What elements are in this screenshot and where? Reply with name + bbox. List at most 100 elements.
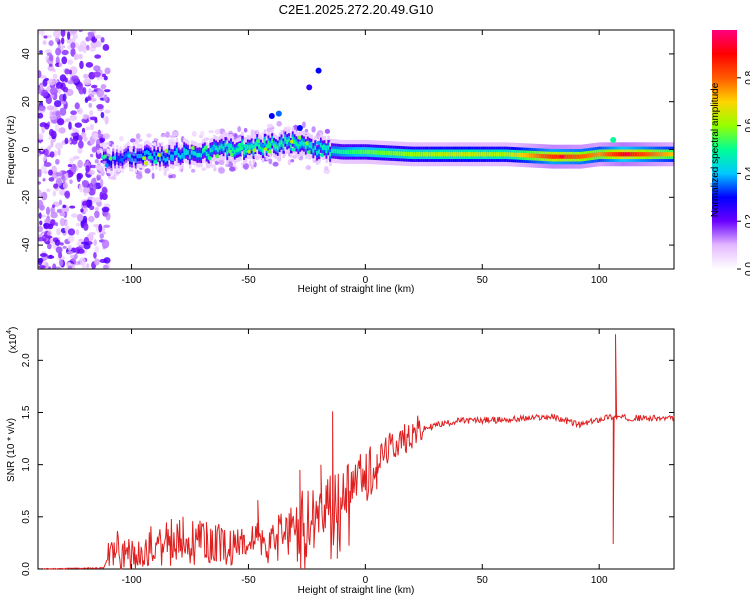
spectrogram-cell	[55, 246, 63, 254]
spectrogram-cell	[71, 75, 80, 84]
spectrogram-cell	[222, 146, 225, 151]
spectrogram-cell	[291, 136, 295, 142]
spectrogram-cell	[404, 151, 407, 157]
spectrogram-cell	[158, 156, 162, 162]
spectrogram-cell	[192, 151, 196, 156]
spectrogram-cell	[127, 151, 130, 156]
spectrogram-cell	[480, 152, 484, 157]
spectrogram-cell	[135, 133, 141, 140]
spectrogram-cell	[233, 149, 237, 155]
spectrogram-cell	[303, 141, 306, 147]
spectrogram-cell	[413, 152, 416, 157]
spectrogram-cell	[78, 238, 84, 243]
colorbar-tick-label: 0.2	[744, 214, 750, 228]
spectrogram-cell	[201, 167, 207, 171]
snr-panel: -100 -50 0 50 100 0.0 0.5 1.0 1.5 2.0 Height of …	[6, 327, 675, 596]
spectrogram-cell	[138, 138, 143, 142]
spectrogram-cell	[460, 152, 463, 157]
spectrogram-cell	[56, 228, 61, 236]
colorbar-gradient	[712, 30, 737, 269]
spectrogram-cell	[596, 152, 600, 157]
spectrogram-cell	[52, 73, 58, 80]
spectrogram-cell	[329, 152, 332, 157]
spectrogram-cell	[228, 146, 231, 151]
spectrogram-cell	[53, 183, 59, 189]
spectrogram-cell	[160, 134, 166, 138]
spectrogram-cell	[147, 151, 151, 156]
spectrogram-cell	[190, 168, 196, 173]
spectrogram-cell	[662, 152, 665, 157]
spectrogram-cell	[91, 146, 98, 153]
spectrogram-cell	[591, 153, 594, 158]
spectrogram-cell	[589, 153, 592, 158]
spectrogram-cell	[531, 153, 534, 158]
spectrogram-cell	[205, 151, 209, 157]
spectrogram-cell	[660, 152, 663, 157]
spectrogram-cell	[96, 174, 102, 181]
spectrogram-cell	[288, 138, 291, 143]
spectrogram-cell	[324, 166, 329, 171]
spectrogram-cell	[101, 239, 110, 249]
spectrogram-cell	[578, 154, 581, 159]
spectrogram-cell	[47, 231, 51, 236]
snr-multiplier: (x104)	[6, 327, 19, 354]
spectrogram-y-tick-label: 0	[21, 146, 32, 152]
spectrogram-cell	[305, 165, 312, 171]
spectrogram-cell	[216, 147, 220, 152]
spectrogram-cell	[61, 100, 67, 105]
spectrogram-cell	[75, 222, 80, 227]
spectrogram-heatmap	[38, 30, 674, 269]
spectrogram-cell	[42, 40, 47, 45]
spectrogram-cell	[102, 264, 109, 269]
spectrogram-cell	[324, 128, 331, 134]
spectrogram-cell	[49, 86, 58, 96]
spectrogram-cell	[209, 148, 212, 153]
spectrogram-cell	[579, 154, 583, 159]
spectrogram-cell	[147, 155, 153, 160]
spectrogram-cell	[448, 152, 452, 157]
spectrogram-cell	[254, 144, 257, 149]
spectrogram-cell	[304, 141, 310, 146]
spectrogram-cell	[48, 128, 55, 137]
snr-multiplier-exp: 4	[6, 330, 13, 334]
spectrogram-cell	[41, 89, 49, 97]
spectrogram-cell	[405, 151, 409, 157]
spectrogram-cell	[42, 156, 47, 162]
spectrogram-cell	[89, 116, 98, 121]
spectrogram-cell	[50, 138, 54, 148]
spectrogram-cell	[359, 149, 362, 155]
spectrogram-cell	[203, 145, 209, 150]
spectrogram-cell	[78, 85, 85, 95]
spectrogram-cell	[495, 152, 499, 157]
spectrogram-x-tick-label: 0	[363, 275, 369, 286]
spectrogram-cell	[332, 148, 336, 154]
spectrogram-cell	[135, 173, 143, 180]
spectrogram-cell	[101, 206, 110, 213]
spectrogram-cell	[79, 183, 83, 193]
spectrogram-cell	[291, 147, 297, 152]
spectrogram-cell	[145, 149, 149, 155]
spectrogram-cell	[557, 154, 560, 159]
spectrogram-cell	[162, 156, 166, 161]
snr-series-line	[37, 334, 675, 570]
spectrogram-panel: -100 -50 0 50 100 -40 -20 0 20 40 Height of stra…	[6, 29, 675, 295]
spectrogram-cell	[185, 149, 188, 154]
spectrogram-cell	[276, 120, 282, 127]
spectrogram-cell	[272, 161, 279, 167]
spectrogram-cell	[246, 144, 250, 150]
spectrogram-cell	[94, 206, 100, 211]
spectrogram-cell	[67, 163, 73, 168]
spectrogram-cell	[58, 251, 63, 259]
spectrogram-cell	[160, 151, 164, 157]
spectrogram-y-tick-label: 20	[21, 96, 32, 108]
spectrogram-cell	[613, 152, 616, 157]
spectrogram-cell	[53, 150, 58, 157]
spectrogram-cell	[71, 37, 76, 43]
spectrogram-cell	[274, 144, 278, 149]
spectrogram-cell	[48, 40, 54, 47]
spectrogram-cell	[99, 233, 104, 239]
spectrogram-cell	[153, 151, 156, 156]
spectrogram-cell	[108, 156, 114, 161]
spectrogram-cell	[302, 121, 306, 129]
spectrogram-cell	[61, 56, 68, 65]
